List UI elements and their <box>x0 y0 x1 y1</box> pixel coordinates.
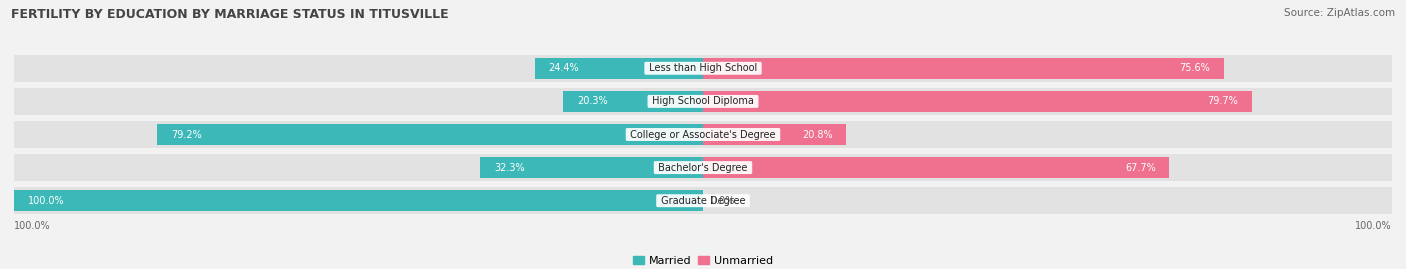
Text: 79.7%: 79.7% <box>1208 96 1239 107</box>
Text: 79.2%: 79.2% <box>172 129 202 140</box>
Text: 75.6%: 75.6% <box>1180 63 1211 73</box>
Text: 24.4%: 24.4% <box>548 63 579 73</box>
Text: 20.8%: 20.8% <box>801 129 832 140</box>
Bar <box>703 124 846 145</box>
Bar <box>534 58 703 79</box>
Text: Source: ZipAtlas.com: Source: ZipAtlas.com <box>1284 8 1395 18</box>
Bar <box>14 154 1392 181</box>
Bar <box>703 157 1170 178</box>
Bar <box>14 121 1392 148</box>
Bar <box>14 187 1392 214</box>
Bar <box>703 58 1223 79</box>
Text: Bachelor's Degree: Bachelor's Degree <box>655 162 751 173</box>
Legend: Married, Unmarried: Married, Unmarried <box>628 251 778 269</box>
Text: FERTILITY BY EDUCATION BY MARRIAGE STATUS IN TITUSVILLE: FERTILITY BY EDUCATION BY MARRIAGE STATU… <box>11 8 449 21</box>
Text: 20.3%: 20.3% <box>576 96 607 107</box>
Text: 0.0%: 0.0% <box>710 196 734 206</box>
Bar <box>481 157 703 178</box>
Bar <box>14 55 1392 82</box>
Bar <box>703 91 1253 112</box>
Text: 100.0%: 100.0% <box>1355 221 1392 231</box>
Text: 67.7%: 67.7% <box>1125 162 1156 173</box>
Bar <box>157 124 703 145</box>
Bar <box>14 190 703 211</box>
Text: Graduate Degree: Graduate Degree <box>658 196 748 206</box>
Text: High School Diploma: High School Diploma <box>650 96 756 107</box>
Text: 100.0%: 100.0% <box>28 196 65 206</box>
Text: 32.3%: 32.3% <box>495 162 524 173</box>
Text: Less than High School: Less than High School <box>645 63 761 73</box>
Bar <box>14 88 1392 115</box>
Text: College or Associate's Degree: College or Associate's Degree <box>627 129 779 140</box>
Text: 100.0%: 100.0% <box>14 221 51 231</box>
Bar <box>564 91 703 112</box>
